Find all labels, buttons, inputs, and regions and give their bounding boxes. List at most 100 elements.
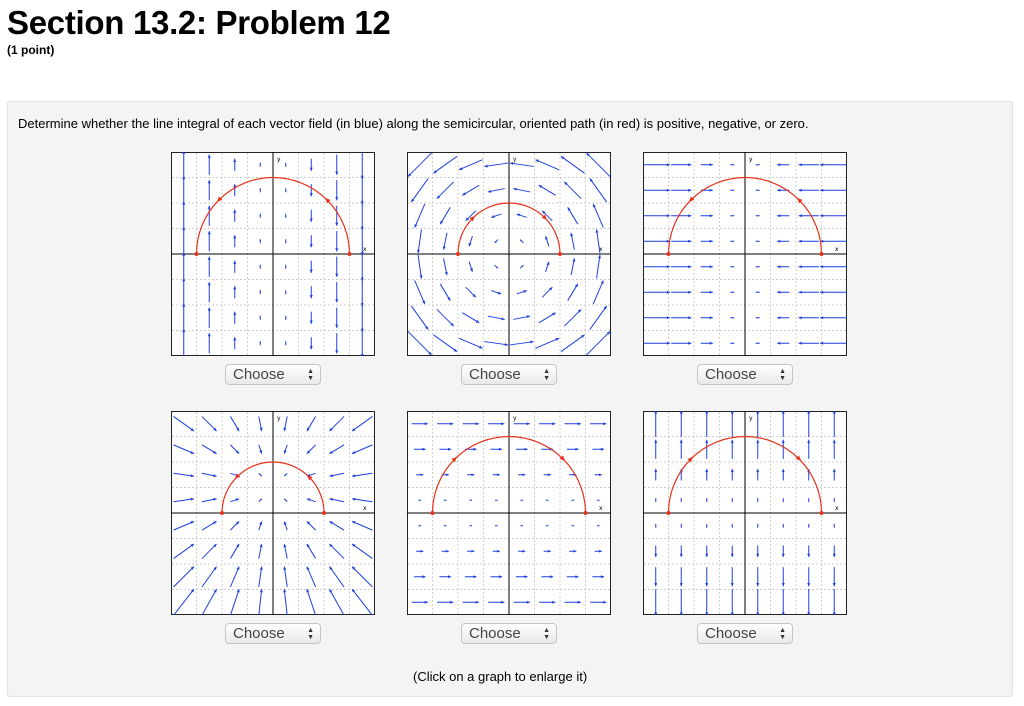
field-arrow — [671, 214, 692, 218]
field-arrow — [259, 264, 262, 269]
field-arrow — [515, 447, 528, 451]
field-arrow — [781, 469, 785, 481]
field-arrow — [437, 600, 454, 604]
field-arrow — [439, 447, 452, 451]
field-arrow — [592, 203, 604, 228]
field-arrow — [258, 521, 263, 531]
field-arrow — [679, 588, 683, 615]
field-arrow — [491, 213, 502, 218]
field-arrow — [594, 549, 602, 553]
field-arrow — [671, 290, 692, 294]
field-arrow — [706, 498, 708, 503]
field-arrow — [411, 600, 428, 604]
oriented-path — [667, 176, 823, 255]
point-value: (1 point) — [7, 43, 55, 57]
field-arrow — [329, 444, 345, 455]
field-arrow — [563, 308, 582, 327]
field-arrow — [730, 469, 734, 481]
field-arrow — [462, 422, 479, 426]
field-arrow — [284, 239, 287, 244]
path-endpoint — [819, 511, 824, 515]
field-arrow — [671, 188, 692, 192]
field-arrow — [567, 283, 579, 301]
path-direction-arrow — [559, 455, 566, 462]
select-arrows-icon: ▲ ▼ — [543, 627, 550, 641]
path-direction-arrow — [796, 197, 803, 204]
field-arrow — [756, 545, 760, 557]
field-arrow — [777, 163, 790, 167]
field-arrow — [329, 520, 345, 531]
path-endpoint — [430, 511, 435, 515]
field-arrow — [258, 566, 263, 588]
path-direction-arrow — [795, 455, 802, 462]
field-arrow — [643, 163, 670, 167]
field-arrow — [233, 235, 237, 248]
answer-select-1[interactable]: Choose ▲ ▼ — [225, 364, 321, 385]
field-arrow — [671, 163, 692, 167]
field-arrow — [755, 291, 760, 294]
answer-select-2[interactable]: Choose ▲ ▼ — [461, 364, 557, 385]
field-arrow — [541, 286, 553, 298]
field-arrow — [229, 566, 240, 588]
field-arrow — [832, 545, 836, 557]
answer-select-6[interactable]: Choose ▲ ▼ — [697, 623, 793, 644]
field-arrow — [360, 227, 364, 256]
field-arrow — [807, 545, 811, 557]
field-arrow — [410, 178, 429, 203]
field-arrow — [259, 188, 262, 193]
field-arrow — [679, 411, 683, 438]
field-arrow — [570, 232, 575, 250]
field-arrow — [233, 260, 237, 273]
field-arrow — [351, 444, 373, 455]
field-arrow — [516, 213, 527, 218]
field-arrow — [173, 520, 195, 531]
x-axis-label: x — [835, 505, 839, 512]
field-arrow — [201, 472, 217, 478]
field-arrow — [464, 575, 477, 579]
answer-select-4[interactable]: Choose ▲ ▼ — [225, 623, 321, 644]
field-arrow — [484, 341, 509, 346]
field-arrow — [671, 316, 692, 320]
field-arrow — [283, 444, 288, 454]
field-arrow — [335, 205, 339, 226]
field-arrow — [730, 439, 734, 459]
field-arrow — [173, 588, 195, 615]
field-arrow — [335, 282, 339, 303]
field-arrow — [513, 422, 530, 426]
field-arrow — [832, 469, 836, 481]
path-direction-arrow — [324, 197, 331, 204]
field-arrow — [259, 341, 262, 346]
field-arrow — [518, 473, 526, 477]
field-arrow — [360, 278, 364, 307]
field-arrow — [468, 236, 473, 247]
field-arrow — [335, 180, 339, 201]
field-arrow — [705, 567, 709, 587]
field-arrow — [820, 316, 847, 320]
oriented-path — [431, 435, 587, 514]
field-arrow — [538, 312, 556, 324]
field-arrow — [492, 549, 500, 553]
field-arrow — [564, 600, 581, 604]
field-arrow — [443, 525, 447, 527]
field-arrow — [513, 600, 530, 604]
answer-select-5[interactable]: Choose ▲ ▼ — [461, 623, 557, 644]
field-arrow — [351, 566, 373, 588]
field-arrow — [730, 545, 734, 557]
field-arrow — [560, 155, 585, 174]
field-arrow — [538, 184, 556, 196]
field-arrow — [820, 341, 847, 345]
answer-select-3[interactable]: Choose ▲ ▼ — [697, 364, 793, 385]
field-arrow — [820, 265, 847, 269]
field-arrow — [643, 341, 670, 345]
field-arrow — [490, 447, 503, 451]
field-arrow — [207, 307, 211, 328]
field-arrow — [284, 290, 287, 295]
field-arrow — [755, 163, 760, 166]
page-title: Section 13.2: Problem 12 — [7, 4, 391, 41]
